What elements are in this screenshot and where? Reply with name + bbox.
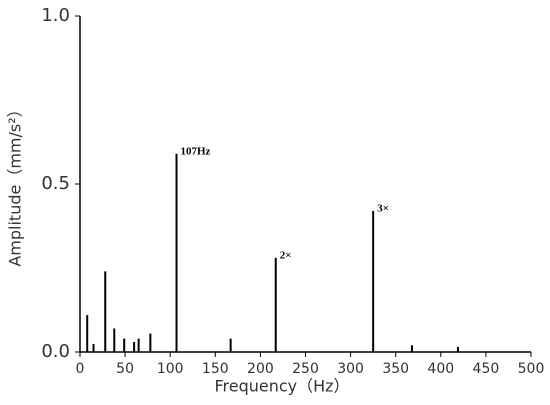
x-tick-label: 200 (247, 361, 274, 377)
x-tick-label: 0 (76, 361, 85, 377)
x-tick-label: 300 (337, 361, 364, 377)
annotation: 3× (377, 202, 389, 214)
x-tick-label: 50 (116, 361, 134, 377)
x-tick-label: 100 (157, 361, 184, 377)
x-tick-label: 500 (518, 361, 545, 377)
annotation: 107Hz (181, 145, 211, 157)
x-tick-label: 150 (202, 361, 229, 377)
annotation: 2× (280, 249, 292, 261)
x-tick-label: 250 (292, 361, 319, 377)
x-axis-label: Frequency（Hz） (214, 377, 349, 396)
x-tick-label: 350 (382, 361, 409, 377)
y-tick-label: 0.0 (41, 341, 70, 362)
y-tick-label: 0.5 (41, 173, 70, 194)
x-tick-label: 400 (427, 361, 454, 377)
x-tick-label: 450 (473, 361, 500, 377)
y-axis-label: Amplitude（mm/s²） (6, 101, 25, 266)
y-tick-label: 1.0 (41, 5, 70, 26)
